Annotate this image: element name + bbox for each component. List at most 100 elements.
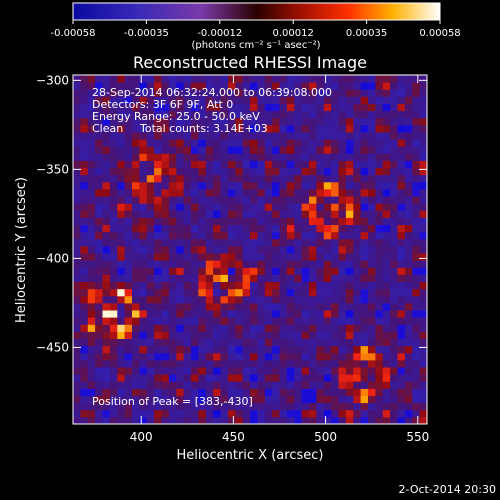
- heatmap-cell: [316, 381, 325, 389]
- heatmap-cell: [213, 231, 221, 240]
- heatmap-cell: [353, 181, 362, 190]
- heatmap-cell: [345, 224, 354, 233]
- heatmap-cell: [331, 260, 339, 268]
- heatmap-cell: [257, 89, 266, 97]
- heatmap-cell: [286, 181, 295, 190]
- heatmap-cell: [412, 217, 421, 225]
- heatmap-cell: [146, 331, 155, 339]
- heatmap-cell: [309, 409, 317, 418]
- heatmap-cell: [294, 402, 303, 411]
- heatmap-cell: [286, 117, 295, 126]
- heatmap-cell: [220, 146, 229, 154]
- heatmap-cell: [168, 110, 177, 119]
- heatmap-cell: [309, 352, 317, 361]
- heatmap-cell: [213, 196, 221, 204]
- heatmap-cell: [390, 89, 398, 97]
- heatmap-cell: [95, 338, 103, 347]
- heatmap-cell: [279, 210, 288, 218]
- heatmap-cell: [102, 124, 111, 133]
- heatmap-cell: [264, 295, 273, 304]
- heatmap-cell: [176, 103, 185, 112]
- heatmap-cell: [264, 217, 273, 225]
- heatmap-cell: [360, 267, 369, 275]
- heatmap-cell: [323, 238, 332, 247]
- heatmap-cell: [205, 153, 214, 161]
- heatmap-cell: [294, 103, 303, 112]
- heatmap-cell: [345, 181, 354, 190]
- heatmap-cell: [132, 416, 140, 424]
- heatmap-cell: [124, 317, 133, 325]
- heatmap-cell: [80, 181, 89, 190]
- heatmap-cell: [294, 324, 303, 332]
- heatmap-cell: [279, 160, 288, 169]
- heatmap-cell: [235, 281, 244, 290]
- heatmap-cell: [168, 174, 177, 183]
- heatmap-cell: [316, 367, 325, 375]
- heatmap-cell: [191, 89, 199, 97]
- heatmap-cell: [109, 338, 118, 347]
- heatmap-cell: [353, 260, 362, 268]
- heatmap-cell: [102, 253, 111, 261]
- heatmap-cell: [323, 267, 332, 275]
- heatmap-cell: [279, 409, 288, 418]
- heatmap-cell: [176, 367, 185, 375]
- heatmap-cell: [316, 132, 325, 140]
- heatmap-cell: [242, 310, 251, 318]
- heatmap-cell: [198, 295, 207, 304]
- heatmap-cell: [87, 345, 96, 354]
- heatmap-cell: [390, 331, 398, 339]
- heatmap-cell: [183, 317, 192, 325]
- heatmap-cell: [80, 167, 89, 176]
- heatmap-cell: [345, 117, 354, 126]
- heatmap-cell: [87, 295, 96, 304]
- heatmap-cell: [301, 267, 310, 275]
- heatmap-cell: [198, 210, 207, 218]
- heatmap-cell: [161, 331, 170, 339]
- heatmap-cell: [331, 345, 339, 354]
- heatmap-cell: [176, 324, 185, 332]
- heatmap-cell: [102, 89, 111, 97]
- heatmap-cell: [331, 310, 339, 318]
- heatmap-cell: [168, 96, 177, 104]
- heatmap-cell: [286, 217, 295, 225]
- heatmap-cell: [205, 345, 214, 354]
- heatmap-cell: [80, 288, 89, 297]
- heatmap-cell: [338, 295, 347, 304]
- heatmap-cell: [109, 210, 118, 218]
- heatmap-cell: [375, 110, 384, 119]
- heatmap-cell: [338, 160, 347, 169]
- heatmap-cell: [205, 189, 214, 197]
- heatmap-cell: [161, 367, 170, 375]
- heatmap-cell: [109, 217, 118, 225]
- heatmap-cell: [279, 374, 288, 382]
- heatmap-cell: [294, 146, 303, 154]
- heatmap-cell: [390, 146, 398, 154]
- heatmap-cell: [309, 217, 317, 225]
- heatmap-cell: [87, 281, 96, 290]
- heatmap-cell: [139, 132, 148, 140]
- heatmap-cell: [404, 139, 413, 147]
- heatmap-cell: [419, 352, 427, 361]
- heatmap-cell: [205, 124, 214, 133]
- heatmap-cell: [132, 96, 140, 104]
- heatmap-cell: [316, 181, 325, 190]
- heatmap-cell: [404, 174, 413, 183]
- heatmap-cell: [242, 124, 251, 133]
- heatmap-cell: [80, 117, 89, 126]
- heatmap-cell: [213, 253, 221, 261]
- heatmap-cell: [272, 352, 280, 361]
- heatmap-cell: [345, 260, 354, 268]
- heatmap-cell: [368, 310, 376, 318]
- heatmap-cell: [124, 338, 133, 347]
- heatmap-cell: [345, 196, 354, 204]
- heatmap-cell: [146, 295, 155, 304]
- heatmap-cell: [235, 167, 244, 176]
- heatmap-cell: [301, 367, 310, 375]
- heatmap-cell: [198, 146, 207, 154]
- heatmap-cell: [146, 139, 155, 147]
- heatmap-cell: [316, 89, 325, 97]
- heatmap-cell: [309, 260, 317, 268]
- heatmap-cell: [102, 302, 111, 311]
- heatmap-cell: [294, 160, 303, 169]
- heatmap-cell: [412, 409, 421, 418]
